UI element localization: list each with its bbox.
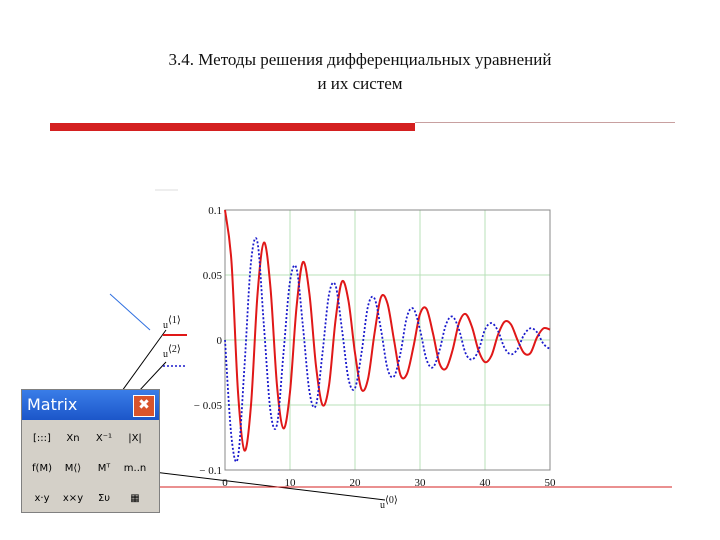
pointer-line-blue (109, 293, 151, 331)
matrix-button[interactable]: ▦ (130, 492, 140, 504)
label-u1-base: u (163, 320, 168, 331)
label-u2-base: u (163, 349, 168, 360)
x-axis-label-sup: ⟨0⟩ (385, 495, 398, 506)
x-tick-label: 20 (350, 477, 362, 489)
x-tick-label: 30 (415, 477, 427, 489)
y-tick-label: − 0.1 (199, 465, 222, 477)
close-button[interactable]: ✖ (133, 395, 155, 417)
label-u1: u⟨1⟩ (163, 315, 181, 331)
label-u2-sup: ⟨2⟩ (168, 344, 181, 355)
matrix-button[interactable]: [:::] (33, 432, 51, 444)
matrix-button[interactable]: x×y (62, 492, 84, 504)
matrix-button[interactable]: Mᵀ (97, 462, 111, 474)
x-axis-label: u⟨0⟩ (380, 495, 398, 511)
matrix-titlebar: Matrix ✖ (22, 390, 159, 420)
matrix-button[interactable]: x·y (34, 492, 50, 504)
accent-bar (50, 123, 415, 131)
x-tick-label: 40 (480, 477, 492, 489)
slide-title-line1: 3.4. Методы решения дифференциальных ура… (168, 50, 552, 69)
y-tick-label: 0.1 (208, 205, 222, 217)
slide-title-line2: и их систем (317, 74, 403, 93)
matrix-button[interactable]: Συ (97, 492, 111, 504)
accent-line (415, 122, 675, 123)
chart-series (224, 209, 551, 463)
matrix-button[interactable]: m..n (123, 462, 147, 474)
matrix-button[interactable]: X⁻¹ (95, 432, 113, 444)
y-tick-label: 0 (217, 335, 223, 347)
y-tick-label: 0.05 (203, 270, 223, 282)
label-u1-sup: ⟨1⟩ (168, 315, 181, 326)
series-u1-line (224, 209, 551, 452)
series-u2-line (224, 237, 551, 463)
tick-labels: 0 10 20 30 40 50 0.1 0.05 0 − 0.05 − 0.1 (194, 205, 556, 489)
matrix-button[interactable]: M⟨⟩ (64, 462, 82, 474)
x-tick-label: 50 (545, 477, 557, 489)
x-tick-label: 0 (222, 477, 228, 489)
x-tick-label: 10 (285, 477, 297, 489)
x-axis-label-base: u (380, 500, 385, 511)
y-tick-label: − 0.05 (194, 400, 223, 412)
series-labels: u⟨1⟩u⟨2⟩u⟨0⟩ (163, 315, 398, 511)
matrix-button[interactable]: |X| (128, 432, 142, 444)
annotation-lines (69, 189, 672, 501)
matrix-button[interactable]: f(M) (32, 462, 52, 474)
matrix-title: Matrix (27, 395, 78, 414)
label-u2: u⟨2⟩ (163, 344, 181, 360)
matrix-button[interactable]: Xn (66, 432, 80, 444)
